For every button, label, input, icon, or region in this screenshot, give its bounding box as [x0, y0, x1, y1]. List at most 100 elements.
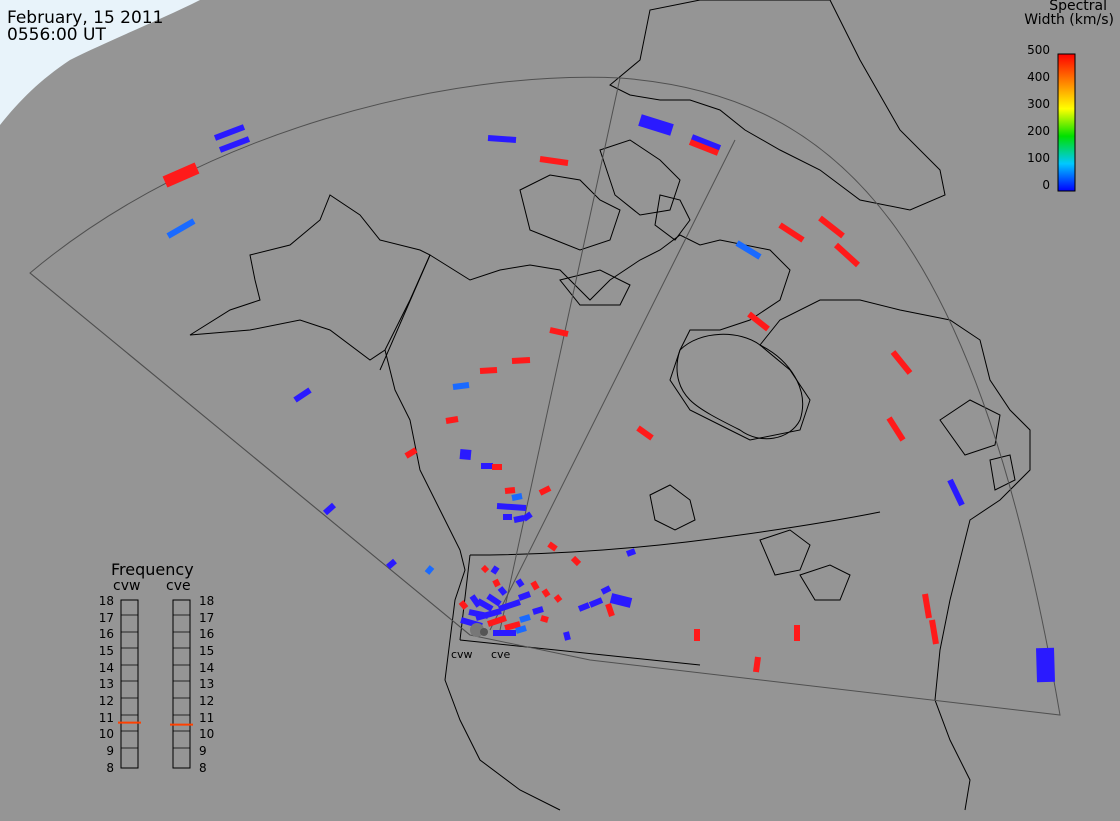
freq-label: 11 [199, 711, 215, 725]
echo-cell [445, 416, 459, 424]
echo-cell [690, 134, 722, 151]
coastlines [189, 0, 1031, 811]
echo-cell [539, 156, 569, 166]
echo-cell [487, 135, 517, 143]
echo-cell [476, 598, 494, 612]
freq-label: 14 [98, 661, 114, 675]
radar-sites [470, 623, 488, 637]
freq-label: 16 [199, 627, 215, 641]
echo-cell [504, 487, 516, 494]
time-label: 0556:00 UT [7, 25, 106, 45]
freq-label: 12 [199, 694, 215, 708]
echo-cell [538, 485, 552, 496]
date-label: February, 15 2011 [7, 8, 164, 28]
freq-label: 13 [98, 677, 114, 691]
legend-tick: 400 [1027, 70, 1050, 84]
echo-cell [778, 222, 805, 243]
echo-cell [818, 215, 845, 239]
echo-cell [475, 608, 502, 621]
freq-label: 10 [199, 727, 215, 741]
echo-cell [504, 621, 521, 631]
echo-cell [541, 588, 551, 598]
echo-cell [490, 565, 500, 575]
echo-cell [496, 503, 527, 511]
echo-cell [424, 565, 435, 575]
site-label-cvw: cvw [451, 648, 473, 661]
echo-cell [625, 548, 637, 557]
echo-cell [498, 599, 521, 612]
echo-cell [547, 541, 558, 552]
echo-cell [570, 555, 582, 567]
freq-label: 15 [199, 644, 215, 658]
echo-cell [638, 114, 674, 136]
echo-cell [600, 585, 612, 595]
freq-label: 9 [199, 744, 207, 758]
echo-cell [404, 447, 418, 459]
echo-cell [486, 593, 502, 607]
frequency-title: Frequency [111, 560, 194, 579]
echo-cell [480, 564, 490, 574]
echo-cell [532, 606, 544, 615]
freq-label: 17 [98, 611, 114, 625]
sunlit-region [0, 0, 200, 125]
echo-cell [922, 593, 932, 619]
echo-cell [563, 631, 571, 641]
echo-cell [530, 580, 540, 591]
echo-cell [886, 416, 906, 442]
echo-cell [293, 387, 312, 403]
echo-cell [605, 603, 615, 617]
echo-cell [218, 136, 251, 153]
color-bar [1057, 53, 1076, 192]
echo-cell [511, 493, 523, 501]
echo-cell [947, 478, 965, 507]
echo-cell [515, 578, 525, 588]
freq-label: 14 [199, 661, 215, 675]
echo-cells [162, 114, 1055, 683]
freq-label: 10 [98, 727, 114, 741]
echo-cell [636, 425, 654, 441]
echo-cell [386, 558, 397, 570]
freq-label: 11 [98, 711, 114, 725]
echo-cell [166, 218, 196, 239]
echo-cell [833, 242, 861, 268]
echo-cell [553, 594, 563, 603]
echo-cell [929, 619, 939, 645]
legend-tick: 200 [1027, 124, 1050, 138]
freq-label: 17 [199, 611, 215, 625]
legend-tick: 0 [1042, 178, 1050, 192]
echo-cell [540, 615, 549, 623]
freq-label: 16 [98, 627, 114, 641]
echo-cell [479, 367, 498, 374]
echo-cell [452, 382, 470, 390]
echo-cell [688, 139, 720, 156]
echo-cell [459, 449, 472, 460]
echo-cell [609, 593, 633, 608]
echo-cell [513, 515, 525, 523]
radar-name-cve: cve [166, 578, 191, 594]
radar-name-cvw: cvw [113, 578, 141, 594]
echo-cell [753, 656, 761, 673]
legend-units: Width (km/s) [1024, 12, 1114, 28]
echo-cell [522, 511, 533, 522]
freq-label: 8 [106, 761, 114, 775]
echo-cell [213, 124, 246, 141]
freq-label: 8 [199, 761, 207, 775]
echo-cell [511, 357, 531, 364]
freq-label: 12 [98, 694, 114, 708]
echo-cell [487, 615, 507, 627]
legend-tick: 100 [1027, 151, 1050, 165]
freq-label: 13 [199, 677, 215, 691]
echo-cell [469, 594, 482, 608]
echo-cell [519, 614, 531, 623]
echo-cell [747, 311, 770, 332]
echo-cell [577, 602, 591, 612]
echo-cell [497, 586, 508, 596]
echo-cell [515, 625, 527, 634]
echo-cell [1036, 647, 1055, 683]
freq-label: 15 [98, 644, 114, 658]
legend-tick: 500 [1027, 43, 1050, 57]
fov-outline [29, 76, 1061, 716]
echo-cell [492, 578, 501, 588]
